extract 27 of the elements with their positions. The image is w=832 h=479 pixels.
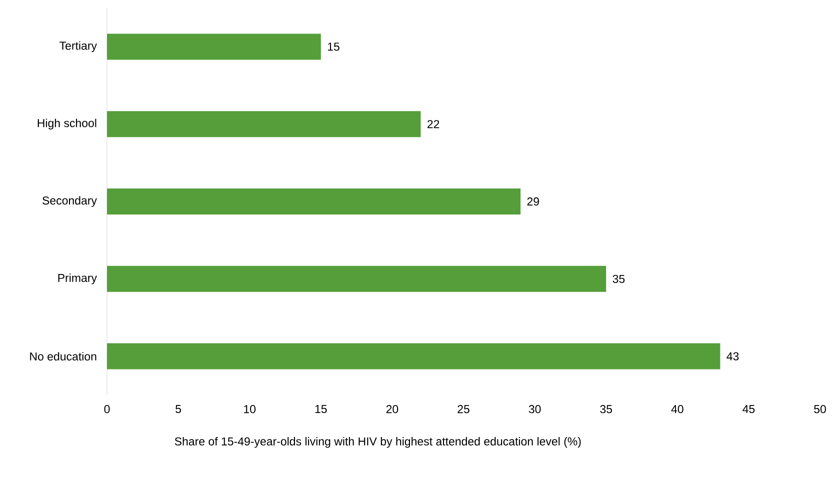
- y-tick-label: No education: [30, 352, 96, 361]
- x-tick-label: 10: [244, 405, 256, 414]
- x-tick-label: 30: [528, 405, 541, 414]
- data-label: 29: [527, 197, 539, 206]
- x-axis-title: Share of 15-49-year-olds living with HIV by highest attended education level (%): [174, 437, 581, 448]
- bar: [107, 266, 606, 292]
- data-label: 15: [328, 42, 340, 51]
- x-tick-label: 0: [104, 405, 110, 414]
- x-tick-label: 50: [814, 405, 826, 414]
- x-tick-label: 5: [176, 405, 182, 414]
- data-label: 43: [726, 352, 739, 360]
- x-tick-label: 40: [671, 405, 684, 414]
- x-tick-label: 45: [742, 405, 755, 414]
- y-tick-label: High school: [38, 118, 96, 130]
- bar: [107, 343, 720, 370]
- y-tick-label: Tertiary: [60, 41, 97, 52]
- y-tick-label: Primary: [58, 274, 97, 284]
- x-tick-label: 25: [458, 405, 470, 414]
- data-label: 35: [612, 274, 625, 283]
- data-label: 22: [428, 120, 440, 128]
- x-tick-label: 35: [600, 405, 612, 414]
- y-tick-label: Secondary: [42, 196, 97, 207]
- bar: [107, 111, 421, 138]
- bar: [107, 188, 521, 215]
- x-tick-label: 15: [315, 405, 327, 414]
- x-tick-label: 20: [386, 405, 398, 414]
- bar: [107, 34, 321, 60]
